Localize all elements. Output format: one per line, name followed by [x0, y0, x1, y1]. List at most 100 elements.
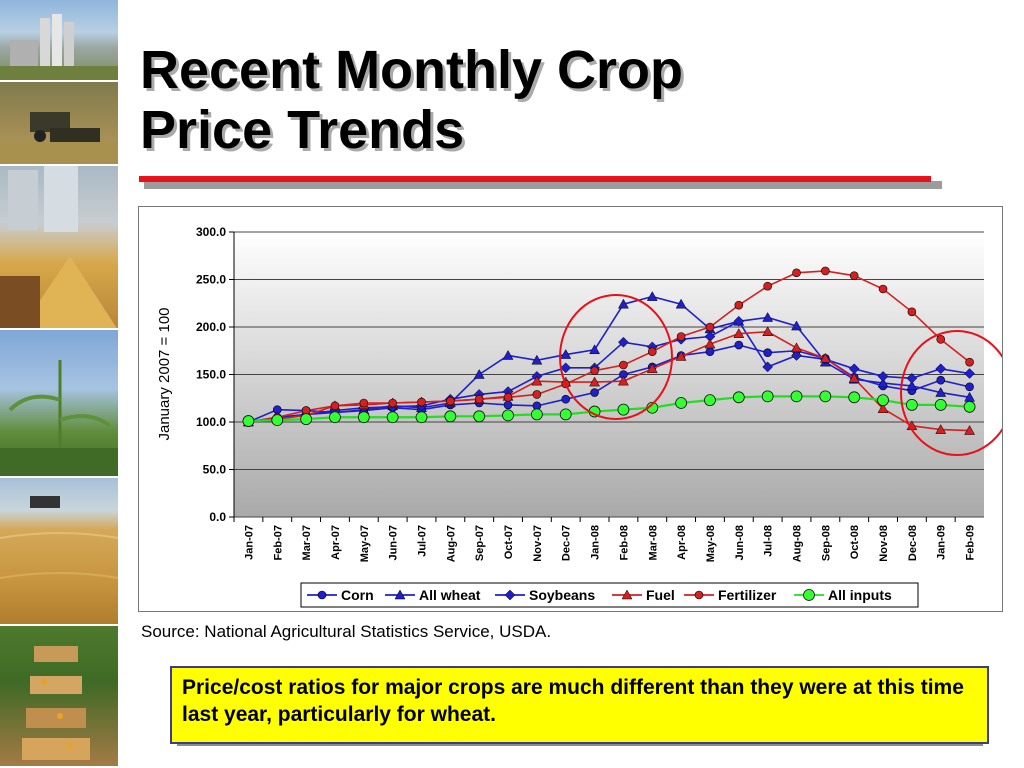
- data-point: [617, 403, 630, 416]
- data-point: [965, 357, 974, 367]
- data-point: [935, 424, 947, 434]
- x-tick-label: May-08: [705, 525, 717, 562]
- data-point: [329, 411, 341, 424]
- data-point: [675, 298, 687, 309]
- data-point: [704, 394, 716, 407]
- y-tick-label: 200.0: [196, 320, 226, 334]
- data-point: [503, 400, 513, 410]
- legend-item: All inputs: [794, 587, 892, 603]
- grain-bin-icon: [0, 166, 117, 328]
- legend-label: Soybeans: [529, 587, 595, 603]
- data-point: [704, 338, 716, 349]
- data-point: [590, 366, 599, 375]
- x-tick-label: Oct-08: [849, 525, 861, 559]
- y-tick-label: 150.0: [196, 368, 226, 382]
- data-point: [531, 375, 543, 386]
- x-tick-label: Feb-08: [618, 525, 630, 560]
- data-point: [646, 291, 658, 301]
- legend-marker: [504, 589, 516, 601]
- x-tick-label: Mar-08: [647, 525, 659, 560]
- data-point: [589, 376, 601, 387]
- data-point: [821, 266, 830, 276]
- data-point: [819, 352, 831, 363]
- corn-plant-icon: [0, 360, 118, 476]
- data-point: [589, 344, 601, 355]
- photo-strip: [0, 0, 120, 768]
- data-point: [877, 377, 889, 388]
- legend-item: Fuel: [612, 587, 675, 603]
- data-point: [502, 409, 514, 422]
- data-point: [733, 328, 745, 338]
- data-point: [877, 371, 889, 382]
- x-axis-ticks: Jan-07 Feb-07 Mar-07 Apr-07 May-07 Jun-07 Jul-…: [233, 517, 977, 562]
- data-point: [647, 347, 657, 356]
- y-tick-label: 100.0: [196, 415, 226, 429]
- data-point: [417, 397, 426, 407]
- x-tick-label: Jan-08: [590, 525, 602, 560]
- data-point: [559, 408, 572, 421]
- crates-icon: [22, 646, 90, 760]
- title-underline: [139, 176, 931, 182]
- data-point: [617, 298, 629, 309]
- data-point: [964, 425, 976, 435]
- data-point: [532, 390, 542, 399]
- data-point: [761, 390, 774, 403]
- legend-label: Fertilizer: [718, 587, 777, 603]
- legend-label: All wheat: [419, 587, 481, 603]
- combine-icon: [0, 112, 118, 164]
- legend-label: All inputs: [828, 587, 892, 603]
- series-line: [248, 270, 971, 423]
- data-point: [618, 336, 629, 348]
- title-underline-shadow: [144, 181, 942, 189]
- y-tick-label: 50.0: [203, 463, 227, 477]
- data-point: [242, 415, 255, 427]
- x-tick-label: Dec-08: [907, 525, 919, 561]
- data-point: [905, 398, 918, 411]
- x-tick-label: Dec-07: [561, 525, 573, 561]
- data-point: [705, 322, 715, 332]
- page-title: Recent Monthly Crop Price Trends: [140, 40, 683, 160]
- legend-marker: [394, 589, 406, 600]
- data-point: [906, 372, 918, 384]
- series-all-inputs: [242, 390, 976, 427]
- data-point: [502, 349, 514, 360]
- title-line-2: Price Trends: [140, 100, 465, 160]
- data-point: [473, 368, 485, 379]
- y-tick-label: 250.0: [196, 273, 226, 287]
- wheat-icon: [0, 496, 118, 579]
- x-tick-label: Jul-08: [763, 525, 775, 557]
- legend: Corn All wheat Soybeans Fuel Fertilizer All i…: [300, 582, 919, 608]
- data-point: [964, 368, 975, 379]
- data-point: [936, 335, 946, 344]
- data-point: [934, 398, 947, 411]
- data-point: [646, 363, 658, 374]
- data-point: [446, 396, 455, 406]
- data-point: [733, 315, 745, 327]
- data-point: [705, 347, 715, 356]
- y-tick-label: 300.0: [196, 225, 226, 239]
- legend-item: Fertilizer: [684, 587, 777, 603]
- combine-harvest-photo: [0, 82, 118, 166]
- data-point: [619, 360, 628, 370]
- y-axis-label: January 2007 = 100: [156, 307, 173, 440]
- x-tick-label: Aug-08: [792, 525, 804, 562]
- legend-marker: [694, 590, 704, 600]
- data-point: [849, 271, 859, 280]
- x-tick-label: Feb-09: [965, 525, 977, 560]
- callout-box: Price/cost ratios for major crops are mu…: [170, 666, 989, 744]
- corn-field-photo: [0, 330, 118, 478]
- x-tick-label: Mar-07: [301, 525, 313, 560]
- series-line: [248, 330, 970, 432]
- data-point: [848, 372, 860, 383]
- data-point: [503, 393, 513, 402]
- x-tick-label: Jan-07: [243, 525, 255, 560]
- x-tick-label: Jan-09: [936, 525, 948, 560]
- x-tick-label: Apr-07: [330, 525, 342, 560]
- orchard-crates-photo: [0, 626, 118, 768]
- data-point: [878, 284, 888, 294]
- x-tick-label: Oct-07: [503, 525, 515, 559]
- data-point: [762, 326, 774, 336]
- data-point: [530, 408, 543, 421]
- x-tick-label: Aug-07: [445, 525, 457, 562]
- data-point: [330, 401, 340, 411]
